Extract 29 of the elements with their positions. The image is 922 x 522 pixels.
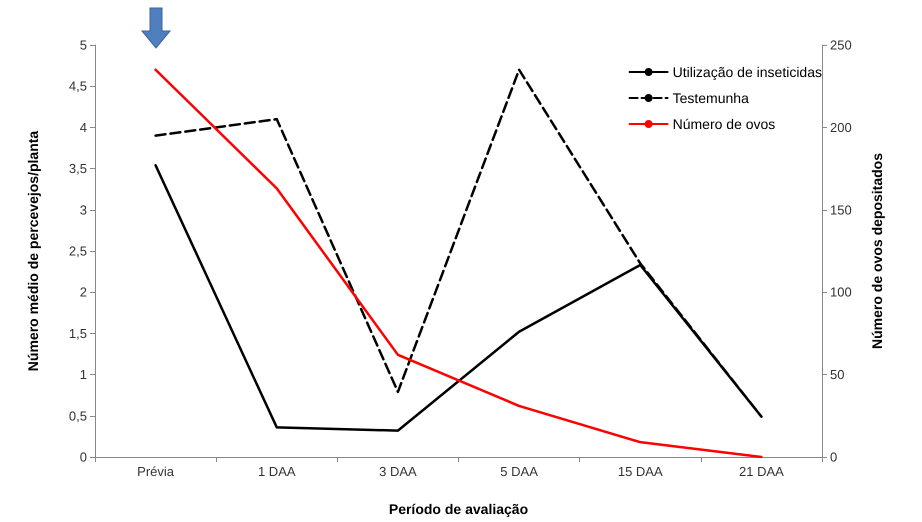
y-tick-label: 4 [80,120,87,135]
x-tick-label: 21 DAA [739,464,784,479]
x-tick-label: 15 DAA [618,464,663,479]
y2-axis-title: Número de ovos depositados [869,152,885,350]
x-tick-label: 1 DAA [258,464,296,479]
legend-label: Número de ovos [672,116,776,132]
legend-label: Utilização de inseticidas [672,64,822,80]
y-tick-label: 1 [80,367,87,382]
x-tick-label: 5 DAA [500,464,538,479]
y-tick-label: 0,5 [68,408,87,424]
y-tick-label: 2 [80,284,87,300]
y-tick-label: 2,5 [68,244,87,258]
x-tick-label: Prévia [137,464,175,479]
legend-label: Testemunha [672,90,750,106]
y2-tick-label: 200 [830,120,852,135]
y-tick-label: 3,5 [68,161,87,176]
y-axis-title: Número médio de percevejos/planta [25,130,41,372]
y-tick-label: 5 [80,38,87,52]
x-tick-label: 3 DAA [379,464,418,479]
y2-tick-label: 100 [830,284,852,300]
y-tick-label: 1,5 [68,326,87,341]
y2-tick-label: 50 [830,367,844,382]
y-tick-label: 4,5 [68,78,87,94]
x-axis-title: Período de avaliação [388,501,528,517]
y2-tick-label: 0 [830,450,838,464]
y2-tick-label: 250 [830,38,852,52]
y2-tick-label: 150 [830,202,852,218]
y-tick-label: 3 [80,202,87,218]
y-tick-label: 0 [80,450,87,464]
